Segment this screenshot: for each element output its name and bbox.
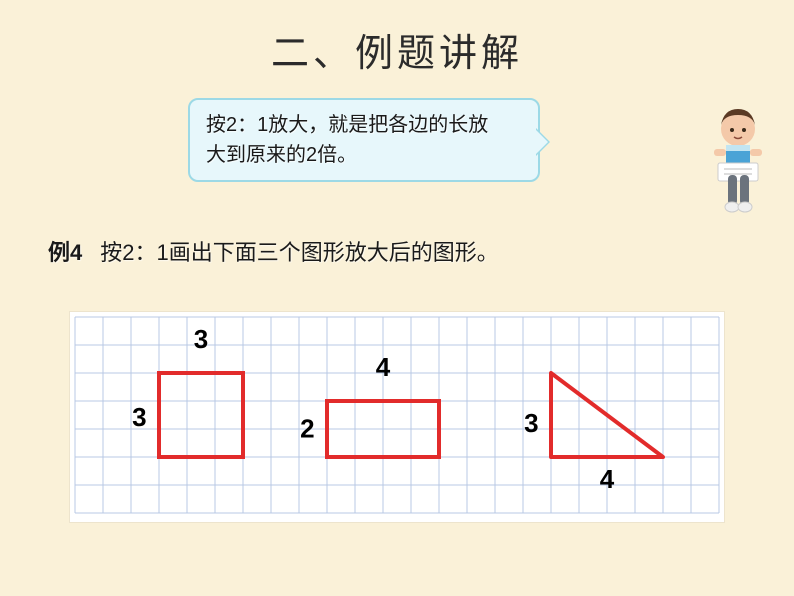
grid-svg: 3 3 4 2 3 4: [70, 312, 724, 522]
svg-text:2: 2: [300, 413, 314, 443]
section-title: 二、例题讲解: [0, 22, 794, 77]
shapes-grid: 3 3 4 2 3 4: [70, 312, 724, 522]
boy-character-icon: [704, 105, 772, 215]
hint-line-1: 按2：1放大，就是把各边的长放: [206, 114, 488, 136]
svg-text:4: 4: [376, 352, 391, 382]
hint-line-2: 大到原来的2倍。: [206, 144, 357, 166]
problem-statement: 例4 按2：1画出下面三个图形放大后的图形。: [48, 235, 499, 267]
svg-text:3: 3: [194, 324, 208, 354]
hint-speech-bubble: 按2：1放大，就是把各边的长放 大到原来的2倍。: [188, 98, 540, 182]
example-label: 例4: [48, 240, 82, 265]
problem-text: 按2：1画出下面三个图形放大后的图形。: [100, 240, 498, 265]
svg-text:3: 3: [132, 402, 146, 432]
svg-text:4: 4: [600, 464, 615, 494]
svg-text:3: 3: [524, 408, 538, 438]
